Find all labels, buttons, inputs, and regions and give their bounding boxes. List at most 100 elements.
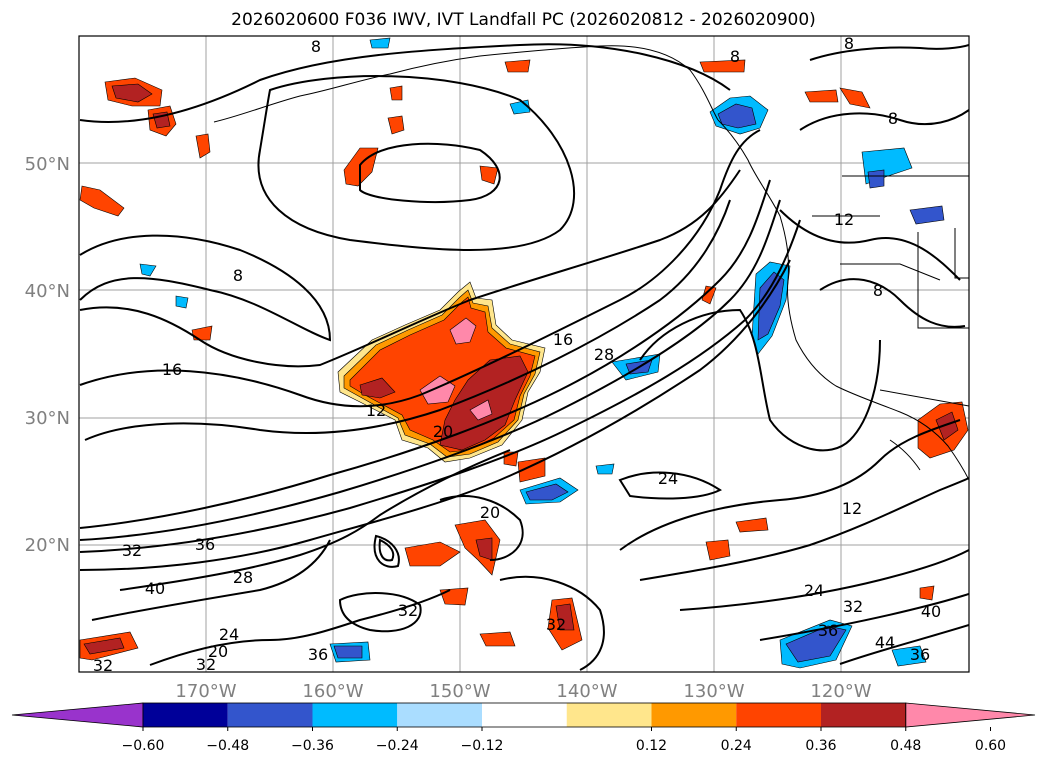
pc-negative-region bbox=[525, 483, 569, 501]
state-border bbox=[954, 228, 969, 279]
state-border bbox=[840, 263, 941, 281]
colorbar-extend-high bbox=[905, 702, 1036, 728]
pc-negative-region bbox=[139, 263, 157, 277]
iwv-contour-line bbox=[79, 43, 731, 123]
colorbar-swatch bbox=[227, 703, 313, 727]
iwv-contour-line bbox=[619, 419, 961, 551]
iwv-contour-line bbox=[79, 199, 781, 541]
pc-negative-region bbox=[369, 37, 391, 49]
contour-label: 36 bbox=[195, 535, 215, 554]
contour-label: 24 bbox=[804, 581, 824, 600]
contour-label: 24 bbox=[219, 625, 239, 644]
pc-positive-region bbox=[469, 399, 493, 421]
colorbar-swatch bbox=[482, 703, 567, 727]
colorbar-tick-label: 0.24 bbox=[721, 738, 752, 754]
pc-negative-region bbox=[595, 463, 615, 475]
iwv-contour-line bbox=[639, 308, 881, 452]
lat-label: 40°N bbox=[25, 281, 70, 302]
contour-label: 8 bbox=[873, 281, 883, 300]
pc-positive-region bbox=[389, 85, 403, 101]
iwv-contour-line bbox=[809, 44, 969, 61]
colorbar-tick-label: 0.48 bbox=[890, 738, 921, 754]
contour-label: 12 bbox=[834, 210, 854, 229]
contour-label: 36 bbox=[910, 645, 930, 664]
longitude-labels: 170°W 160°W 150°W 140°W 130°W 120°W bbox=[175, 681, 871, 702]
pc-positive-region bbox=[79, 185, 125, 217]
pc-positive-region bbox=[839, 87, 871, 109]
colorbar-swatch bbox=[312, 703, 398, 727]
colorbar-swatches bbox=[11, 702, 1036, 728]
contour-label: 8 bbox=[233, 266, 243, 285]
iwv-contour-line bbox=[799, 109, 969, 131]
colorbar-tick-label: −0.24 bbox=[376, 738, 419, 754]
pc-negative-region bbox=[867, 169, 885, 189]
contour-label: 36 bbox=[308, 645, 328, 664]
contour-label: 8 bbox=[311, 37, 321, 56]
iwv-contour-line bbox=[79, 219, 801, 553]
pc-positive-region bbox=[555, 603, 575, 631]
contour-label: 32 bbox=[546, 615, 566, 634]
pc-positive-region bbox=[387, 115, 405, 135]
iwv-contour-line bbox=[679, 549, 969, 611]
lat-label: 20°N bbox=[25, 535, 70, 556]
pc-positive-region bbox=[919, 585, 935, 601]
lon-label: 130°W bbox=[683, 681, 744, 702]
colorbar-tick-label: 0.60 bbox=[975, 738, 1006, 754]
contour-label: 20 bbox=[208, 642, 228, 661]
pc-positive-region bbox=[454, 519, 501, 576]
contour-label: 32 bbox=[398, 601, 418, 620]
pc-positive-region bbox=[699, 59, 746, 73]
contour-label: 12 bbox=[842, 499, 862, 518]
pc-negative-region bbox=[909, 205, 945, 225]
pc-negative-region bbox=[757, 271, 785, 341]
contour-label: 40 bbox=[145, 579, 165, 598]
pc-positive-region bbox=[449, 317, 477, 345]
lat-label: 30°N bbox=[25, 408, 70, 429]
contour-label: 24 bbox=[658, 469, 678, 488]
colorbar-tick-label: −0.36 bbox=[291, 738, 334, 754]
map-panel: 8 8 8 8 8 8 12 12 12 16 16 20 20 24 24 2… bbox=[25, 34, 970, 702]
iwv-contour-line bbox=[373, 534, 400, 568]
iwv-contour-line bbox=[439, 495, 524, 561]
contour-label: 28 bbox=[233, 568, 253, 587]
colorbar-extend-low bbox=[11, 702, 144, 728]
contour-label: 8 bbox=[844, 34, 854, 53]
iwv-contour-line bbox=[618, 471, 722, 500]
contour-label: 16 bbox=[553, 330, 573, 349]
colorbar-swatch bbox=[143, 703, 228, 727]
contour-label: 8 bbox=[888, 109, 898, 128]
pc-positive-region bbox=[705, 539, 731, 561]
iwv-contour-line bbox=[359, 142, 501, 203]
iwv-contours bbox=[79, 43, 969, 671]
pc-positive-region bbox=[195, 133, 211, 159]
iwv-contour-line bbox=[79, 179, 771, 529]
contour-label: 32 bbox=[93, 656, 113, 675]
contour-label: 44 bbox=[875, 633, 895, 652]
pc-positive-region bbox=[479, 165, 499, 185]
map-border bbox=[78, 35, 970, 673]
contour-label: 16 bbox=[162, 360, 182, 379]
pc-negative-region bbox=[333, 645, 363, 659]
coastline bbox=[213, 45, 969, 481]
colorbar-swatch bbox=[397, 703, 482, 727]
coastline-pacific-nw bbox=[717, 119, 969, 481]
iwv-contour-line bbox=[257, 75, 575, 251]
iwv-contour-line bbox=[499, 575, 605, 671]
contour-label: 32 bbox=[196, 655, 216, 674]
pc-positive-region bbox=[517, 457, 546, 483]
contour-label: 20 bbox=[480, 503, 500, 522]
latitude-labels: 50°N 40°N 30°N 20°N bbox=[25, 154, 70, 556]
pc-positive-region bbox=[111, 83, 153, 103]
iwv-contour-line bbox=[819, 278, 966, 328]
pc-positive-region bbox=[735, 517, 769, 533]
iwv-contour-line bbox=[79, 259, 791, 571]
pc-positive-region bbox=[935, 411, 959, 441]
contour-label-layer: 8 8 8 8 8 8 12 12 12 16 16 20 20 24 24 2… bbox=[93, 34, 941, 675]
colorbar-swatch bbox=[821, 703, 906, 727]
colorbar-ticks: −0.60 −0.48 −0.36 −0.24 −0.12 0.12 0.24 0.36 0.4… bbox=[122, 727, 1006, 754]
iwv-contour-line bbox=[79, 169, 741, 368]
pc-fill-regions bbox=[79, 37, 969, 669]
pc-positive-region bbox=[504, 59, 531, 73]
colorbar: −0.60 −0.48 −0.36 −0.24 −0.12 0.12 0.24 0.36 0.4… bbox=[11, 702, 1036, 754]
contour-label: 40 bbox=[921, 602, 941, 621]
